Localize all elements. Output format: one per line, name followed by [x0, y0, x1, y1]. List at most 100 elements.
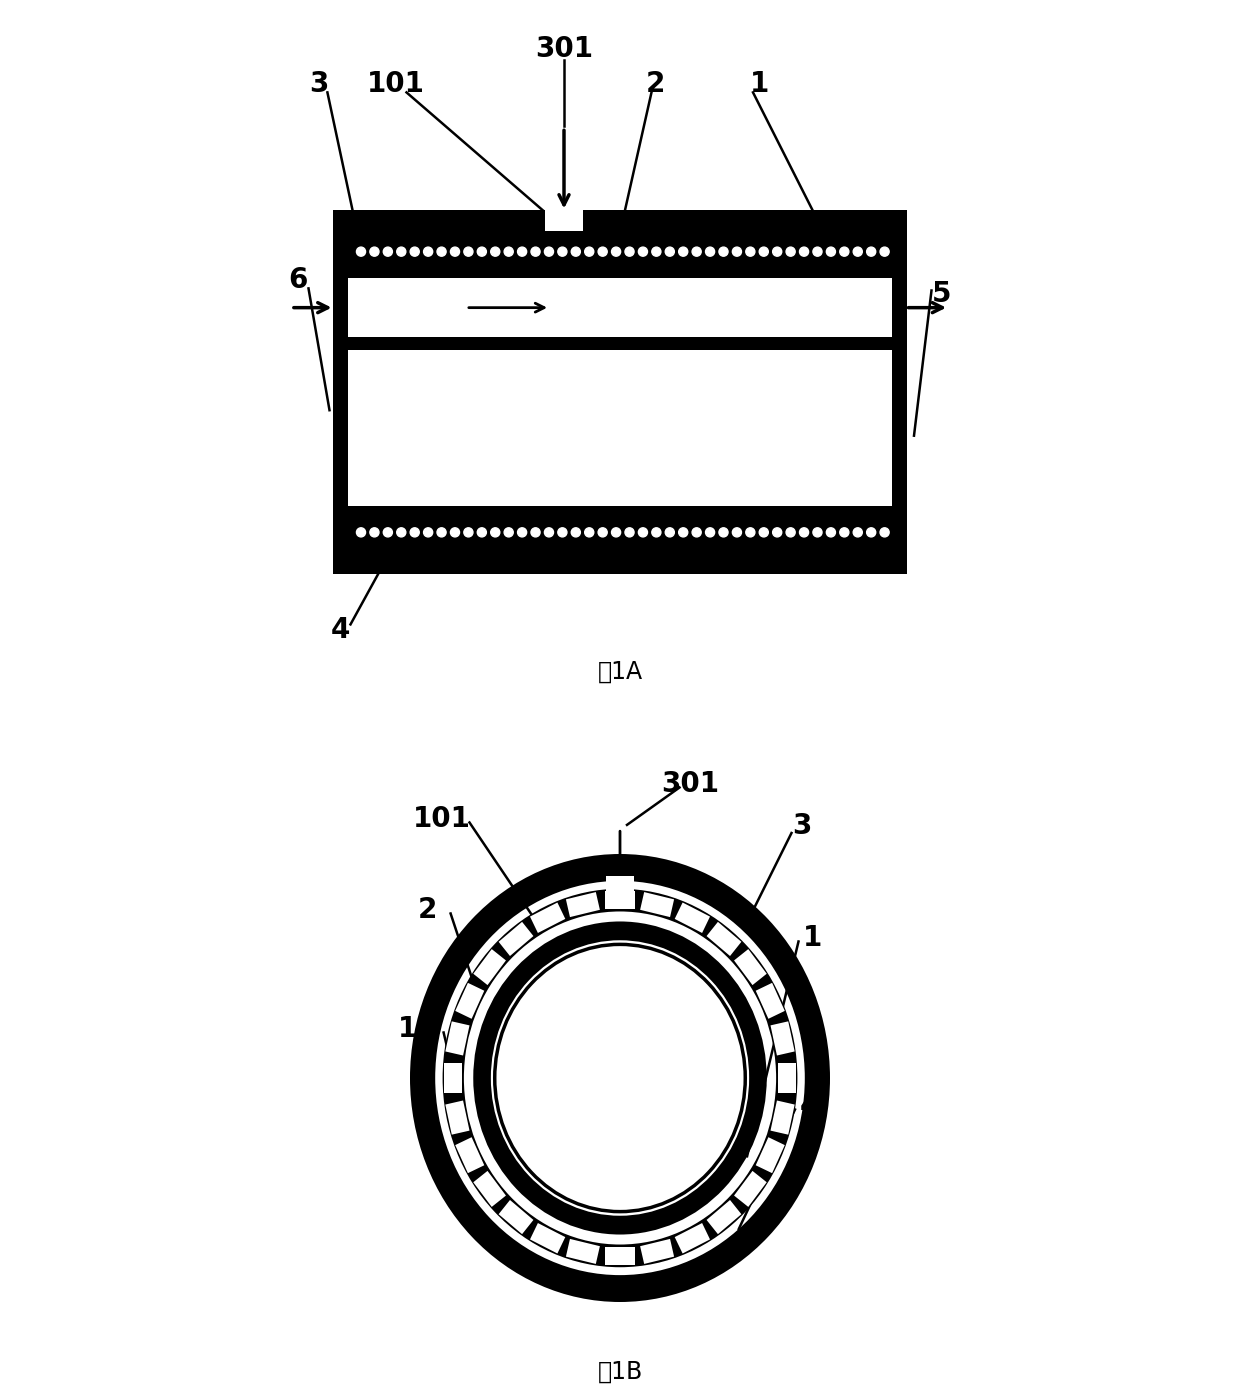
Bar [348, 507, 892, 559]
Text: 1: 1 [750, 70, 770, 98]
Circle shape [786, 248, 795, 256]
Polygon shape [445, 1022, 470, 1056]
Polygon shape [444, 1063, 463, 1093]
Circle shape [678, 248, 688, 256]
Polygon shape [565, 892, 600, 917]
Circle shape [585, 248, 594, 256]
Circle shape [826, 248, 836, 256]
Circle shape [477, 528, 486, 536]
Ellipse shape [464, 911, 776, 1245]
Circle shape [853, 248, 862, 256]
Circle shape [800, 528, 808, 536]
Circle shape [665, 528, 675, 536]
Circle shape [733, 248, 742, 256]
Text: 301: 301 [661, 770, 719, 798]
Circle shape [450, 248, 460, 256]
Text: 1: 1 [802, 924, 822, 952]
Text: 301: 301 [534, 35, 593, 63]
Circle shape [517, 528, 527, 536]
Circle shape [410, 528, 419, 536]
Circle shape [383, 248, 392, 256]
Text: 3: 3 [792, 812, 812, 840]
Text: 6: 6 [289, 266, 308, 294]
Text: 2: 2 [645, 70, 665, 98]
Circle shape [397, 528, 405, 536]
Circle shape [759, 528, 769, 536]
Circle shape [544, 248, 553, 256]
Polygon shape [734, 949, 766, 986]
Circle shape [745, 528, 755, 536]
Ellipse shape [474, 921, 766, 1235]
Circle shape [558, 248, 567, 256]
Circle shape [652, 248, 661, 256]
Circle shape [800, 248, 808, 256]
Circle shape [410, 248, 419, 256]
Circle shape [773, 248, 781, 256]
Circle shape [424, 248, 433, 256]
Polygon shape [675, 903, 711, 932]
Circle shape [450, 528, 460, 536]
Polygon shape [474, 949, 506, 986]
Polygon shape [498, 1200, 533, 1235]
Circle shape [436, 248, 446, 256]
Circle shape [356, 248, 366, 256]
Circle shape [464, 528, 472, 536]
Text: 3: 3 [309, 70, 329, 98]
Circle shape [572, 248, 580, 256]
Circle shape [639, 528, 647, 536]
Circle shape [639, 248, 647, 256]
Circle shape [867, 248, 875, 256]
Circle shape [491, 248, 500, 256]
Text: 101: 101 [413, 805, 470, 833]
Circle shape [786, 528, 795, 536]
Text: 图1A: 图1A [598, 659, 642, 685]
Circle shape [383, 528, 392, 536]
Text: 5: 5 [932, 280, 952, 308]
Circle shape [370, 528, 379, 536]
Circle shape [813, 528, 822, 536]
Circle shape [598, 248, 608, 256]
Polygon shape [474, 1170, 506, 1207]
Circle shape [505, 248, 513, 256]
Circle shape [558, 528, 567, 536]
Polygon shape [529, 1224, 565, 1253]
Polygon shape [498, 921, 533, 956]
Circle shape [867, 528, 875, 536]
Circle shape [880, 528, 889, 536]
Bar [544, 210, 583, 231]
Circle shape [370, 248, 379, 256]
Circle shape [813, 248, 822, 256]
Polygon shape [734, 1170, 766, 1207]
Bar [348, 337, 892, 350]
Text: 10: 10 [398, 1015, 436, 1043]
Text: 101: 101 [367, 70, 425, 98]
Circle shape [424, 528, 433, 536]
Circle shape [839, 248, 849, 256]
Circle shape [826, 528, 836, 536]
Circle shape [880, 248, 889, 256]
Ellipse shape [491, 941, 749, 1215]
Polygon shape [640, 1239, 675, 1264]
Polygon shape [640, 892, 675, 917]
Polygon shape [755, 983, 785, 1019]
Circle shape [678, 528, 688, 536]
Polygon shape [605, 1247, 635, 1266]
Circle shape [436, 528, 446, 536]
Circle shape [665, 248, 675, 256]
Polygon shape [445, 1100, 470, 1134]
Circle shape [397, 248, 405, 256]
Circle shape [611, 528, 621, 536]
Circle shape [625, 248, 634, 256]
Circle shape [652, 528, 661, 536]
Bar [348, 225, 892, 559]
Circle shape [759, 248, 769, 256]
Circle shape [531, 248, 541, 256]
Circle shape [745, 248, 755, 256]
Polygon shape [675, 1224, 711, 1253]
Polygon shape [565, 1239, 600, 1264]
Text: 图1B: 图1B [598, 1359, 642, 1385]
Circle shape [719, 528, 728, 536]
Polygon shape [605, 890, 635, 909]
Polygon shape [777, 1063, 796, 1093]
Circle shape [491, 528, 500, 536]
